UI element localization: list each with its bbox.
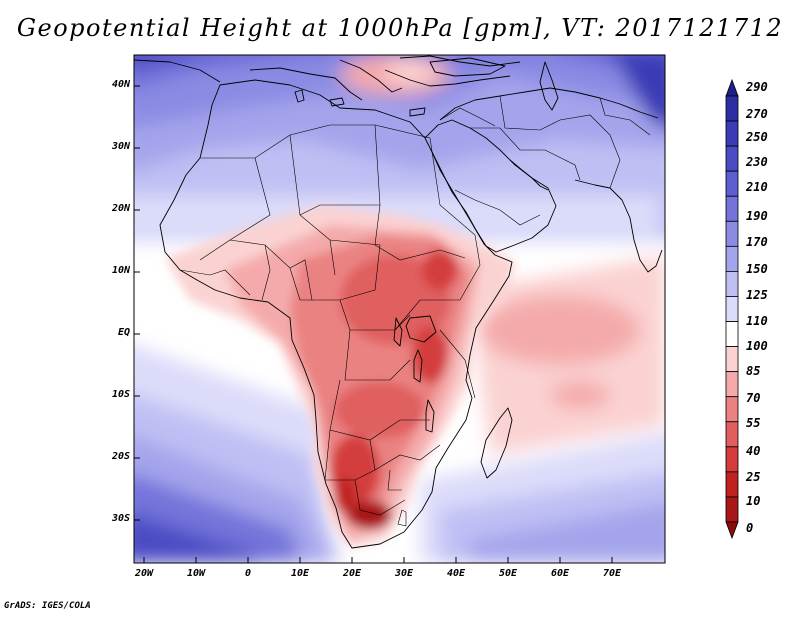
colorbar-label: 250 bbox=[746, 130, 768, 144]
colorbar-swatch bbox=[725, 421, 739, 448]
colorbar-swatch bbox=[725, 321, 739, 347]
colorbar-swatch bbox=[725, 95, 739, 122]
map-frame bbox=[133, 54, 666, 564]
colorbar-swatch bbox=[725, 170, 739, 197]
colorbar-swatch bbox=[725, 446, 739, 473]
colorbar-swatch bbox=[725, 371, 739, 398]
lat-label: 20S bbox=[111, 451, 130, 462]
lon-label: 20W bbox=[134, 568, 154, 579]
colorbar-label: 100 bbox=[746, 339, 768, 353]
colorbar-label: 125 bbox=[746, 288, 768, 302]
colorbar-label: 0 bbox=[746, 521, 754, 535]
lon-label: 30E bbox=[394, 568, 414, 579]
lon-label: 10E bbox=[290, 568, 310, 579]
colorbar-swatch bbox=[725, 145, 739, 172]
colorbar-label: 55 bbox=[746, 416, 761, 430]
contour-field bbox=[134, 55, 665, 563]
credit-text: GrADS: IGES/COLA bbox=[4, 601, 91, 611]
colorbar bbox=[725, 78, 739, 540]
lon-label: 70E bbox=[602, 568, 622, 579]
lat-label: 10S bbox=[111, 389, 130, 400]
colorbar-label: 85 bbox=[746, 364, 761, 378]
colorbar-arrow-top bbox=[725, 78, 739, 97]
colorbar-label: 25 bbox=[746, 470, 761, 484]
lat-label: EQ bbox=[117, 327, 130, 338]
lon-label: 10W bbox=[186, 568, 206, 579]
colorbar-swatch bbox=[725, 471, 739, 498]
colorbar-label: 210 bbox=[746, 180, 768, 194]
colorbar-label: 230 bbox=[746, 155, 768, 169]
colorbar-label: 110 bbox=[746, 314, 768, 328]
lat-label: 10N bbox=[111, 265, 130, 276]
lat-label: 40N bbox=[111, 79, 130, 90]
colorbar-swatch bbox=[725, 296, 739, 322]
lat-label: 30N bbox=[111, 141, 130, 152]
colorbar-label: 190 bbox=[746, 209, 768, 223]
colorbar-label: 40 bbox=[746, 444, 761, 458]
colorbar-swatch bbox=[725, 346, 739, 373]
lon-label: 60E bbox=[550, 568, 570, 579]
lat-label: 20N bbox=[111, 203, 130, 214]
lon-label: 20E bbox=[342, 568, 362, 579]
colorbar-swatch bbox=[725, 271, 739, 297]
lon-label: 40E bbox=[446, 568, 466, 579]
colorbar-swatch bbox=[725, 195, 739, 222]
colorbar-arrow-bottom bbox=[725, 521, 739, 540]
colorbar-swatch bbox=[725, 496, 739, 523]
colorbar-label: 150 bbox=[746, 262, 768, 276]
colorbar-label: 170 bbox=[746, 235, 768, 249]
colorbar-label: 290 bbox=[746, 80, 768, 94]
coastlines bbox=[134, 55, 663, 549]
colorbar-swatch bbox=[725, 220, 739, 247]
colorbar-swatch bbox=[725, 120, 739, 147]
lon-label: 50E bbox=[498, 568, 518, 579]
colorbar-label: 10 bbox=[746, 494, 761, 508]
lon-label: 0 bbox=[244, 568, 252, 579]
axis-ticks bbox=[134, 85, 613, 563]
country-borders bbox=[179, 95, 651, 527]
colorbar-swatch bbox=[725, 245, 739, 272]
colorbar-label: 270 bbox=[746, 107, 768, 121]
colorbar-label: 70 bbox=[746, 391, 761, 405]
lat-label: 30S bbox=[111, 513, 130, 524]
colorbar-swatch bbox=[725, 396, 739, 423]
map-title: Geopotential Height at 1000hPa [gpm], VT… bbox=[16, 14, 784, 42]
